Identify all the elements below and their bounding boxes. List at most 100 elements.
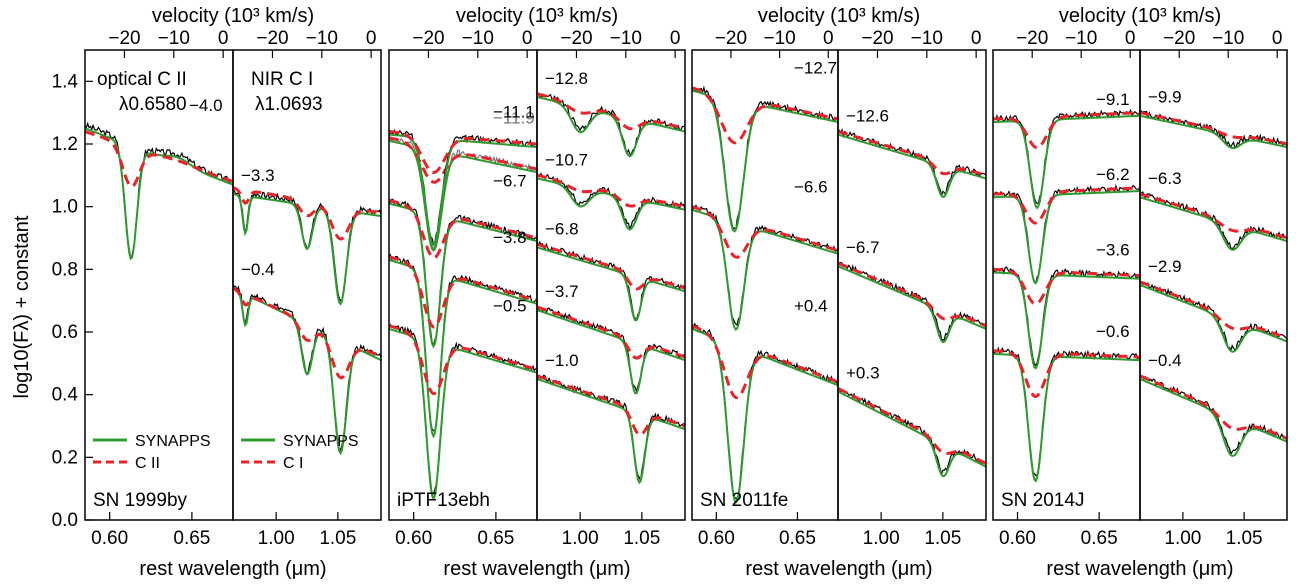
object-name: SN 2011fe xyxy=(700,490,788,511)
observed-spectrum xyxy=(233,285,381,451)
phase-label: −9.9 xyxy=(1148,88,1182,107)
x-tick-label: 0.65 xyxy=(173,528,210,549)
ion-model xyxy=(537,92,685,131)
synapps-fit xyxy=(1140,284,1287,353)
velocity-tick-label: 0 xyxy=(1272,28,1283,49)
ion-model xyxy=(993,186,1140,225)
x-tick-label: 1.00 xyxy=(1164,528,1201,549)
panel-frame xyxy=(536,49,686,521)
synapps-fit xyxy=(692,327,838,505)
observed-spectrum xyxy=(838,388,986,476)
nir-line-title: NIR C I xyxy=(251,69,313,90)
phase-label: −9.1 xyxy=(1096,90,1130,109)
velocity-tick-label: −20 xyxy=(412,28,444,49)
velocity-tick-label: −10 xyxy=(911,28,943,49)
phase-label: +0.3 xyxy=(846,363,880,382)
y-tick-label: 0.4 xyxy=(52,385,79,406)
synapps-fit xyxy=(389,327,537,502)
panel-frame xyxy=(691,49,839,521)
ion-model xyxy=(389,130,537,175)
observed-spectrum xyxy=(993,183,1140,284)
x-tick-label: 1.00 xyxy=(562,528,599,549)
phase-label: +0.4 xyxy=(794,297,828,316)
synapps-fit xyxy=(838,265,986,344)
velocity-tick-label: 0 xyxy=(522,28,533,49)
y-tick-label: 0.0 xyxy=(52,510,78,531)
synapps-fit xyxy=(993,352,1140,483)
x-tick-label: 1.00 xyxy=(863,528,900,549)
x-tick-label: 0.60 xyxy=(91,528,128,549)
velocity-tick-label: −20 xyxy=(560,28,592,49)
phase-label: −11.1 xyxy=(493,102,535,121)
synapps-fit xyxy=(692,89,838,233)
velocity-tick-label: −10 xyxy=(158,28,190,49)
synapps-fit xyxy=(537,309,685,395)
observed-spectrum xyxy=(838,261,986,341)
phase-label: −10.7 xyxy=(545,150,588,169)
phase-label: −2.9 xyxy=(1148,257,1182,276)
phase-label: −6.8 xyxy=(545,219,579,238)
ion-model xyxy=(1140,111,1287,146)
phase-label: −0.6 xyxy=(1096,322,1130,341)
observed-spectrum xyxy=(537,240,685,321)
phase-label: −11.9 xyxy=(493,109,535,128)
y-tick-label: 0.6 xyxy=(52,322,78,343)
synapps-fit xyxy=(537,246,685,322)
ion-model xyxy=(692,205,838,259)
velocity-tick-label: −10 xyxy=(462,28,494,49)
velocity-axis-title: velocity (10³ km/s) xyxy=(1059,5,1221,27)
x-tick-label: 1.05 xyxy=(319,528,356,549)
phase-label: −3.8 xyxy=(493,228,527,247)
synapps-fit xyxy=(838,133,986,199)
observed-spectrum xyxy=(537,304,685,394)
optical-line-title: optical C II xyxy=(97,69,187,90)
x-tick-label: 0.65 xyxy=(1081,528,1118,549)
x-axis-title: rest wavelength (μm) xyxy=(443,558,630,580)
synapps-fit xyxy=(1140,114,1287,149)
ion-model xyxy=(389,324,537,396)
x-tick-label: 0.65 xyxy=(477,528,514,549)
observed-spectrum xyxy=(993,346,1140,477)
observed-spectrum xyxy=(389,137,537,250)
panel-optical-3 xyxy=(993,108,1140,483)
synapps-fit xyxy=(993,271,1140,370)
velocity-tick-label: 0 xyxy=(366,28,377,49)
synapps-fit xyxy=(389,258,537,439)
x-tick-label: 1.05 xyxy=(1226,528,1263,549)
velocity-axis-title: velocity (10³ km/s) xyxy=(152,5,314,27)
velocity-tick-label: −10 xyxy=(763,28,795,49)
panel-nir-0 xyxy=(233,186,381,456)
y-tick-label: 1.2 xyxy=(52,134,78,155)
ion-model xyxy=(1140,280,1287,340)
phase-label: −4.0 xyxy=(189,96,223,115)
panel-frame xyxy=(1139,49,1288,521)
ion-model xyxy=(838,261,986,328)
synapps-fit xyxy=(692,208,838,331)
x-tick-label: 0.60 xyxy=(395,528,432,549)
synapps-fit xyxy=(85,127,233,261)
ion-model xyxy=(692,86,838,145)
panel-optical-2 xyxy=(692,85,838,505)
panel-nir-2 xyxy=(838,127,986,478)
ion-model xyxy=(537,374,685,437)
legend-synapps-label: SYNAPPS xyxy=(283,433,359,450)
observed-spectrum xyxy=(85,121,233,261)
velocity-axis-title: velocity (10³ km/s) xyxy=(456,5,618,27)
phase-label: −12.8 xyxy=(545,69,588,88)
ion-model xyxy=(233,186,381,241)
synapps-fit xyxy=(537,177,685,231)
phase-label: −3.3 xyxy=(241,166,275,185)
panel-optical-1 xyxy=(389,128,537,502)
synapps-fit xyxy=(993,190,1140,285)
panel-optical-0 xyxy=(85,121,233,261)
object-name: SN 1999by xyxy=(93,490,188,511)
legend-ion-label: C I xyxy=(283,455,303,472)
x-tick-label: 0.60 xyxy=(698,528,735,549)
x-axis-title: rest wavelength (μm) xyxy=(139,558,326,580)
synapps-fit xyxy=(389,133,537,247)
velocity-axis-title: velocity (10³ km/s) xyxy=(758,5,920,27)
synapps-fit xyxy=(838,390,986,478)
phase-label: −6.7 xyxy=(493,171,527,190)
velocity-tick-label: −20 xyxy=(256,28,288,49)
x-axis-title: rest wavelength (μm) xyxy=(1046,558,1233,580)
